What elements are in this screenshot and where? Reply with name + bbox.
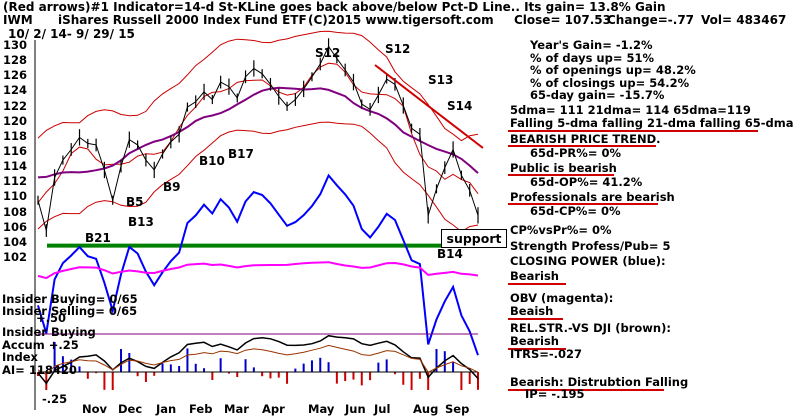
signal-s12b: S12: [385, 42, 411, 56]
signal-b21: B21: [85, 231, 111, 245]
y-tick-label: 118: [3, 129, 28, 143]
closings-up: % of closings up= 54.2%: [530, 76, 690, 90]
relstr-underline: [508, 348, 566, 350]
falling-underline: [508, 130, 758, 132]
years-gain: Year's Gain= -1.2%: [530, 38, 653, 52]
itrs-value: ITRS=-.027: [510, 347, 583, 361]
x-tick-label: Feb: [189, 402, 213, 416]
x-tick-label: May: [308, 402, 335, 416]
accum-label: Accum +.25: [2, 338, 79, 352]
x-tick-label: Jul: [374, 402, 391, 416]
openings-up: % of openings up= 48.2%: [530, 63, 696, 77]
falling-dma: Falling 5-dma falling 21-dma falling 65-…: [510, 116, 794, 130]
obv-underline: [508, 318, 563, 320]
strength: Strength Profess/Pub= 5: [510, 239, 671, 253]
days-up: % of days up= 51%: [530, 51, 655, 65]
signal-s14: S14: [447, 99, 473, 113]
signal-s12a: S12: [315, 46, 341, 60]
ai-value: AI= 118420: [2, 363, 77, 377]
indicator-header: (Red arrows)#1 Indicator=14-d St-KLine g…: [3, 0, 666, 14]
cp65: 65d-CP%= 0%: [530, 204, 621, 218]
signal-b17: B17: [228, 147, 254, 161]
y-tick-label: 114: [3, 159, 28, 173]
ip-value: IP= -.195: [525, 387, 585, 401]
obv-bearish: Beaish: [510, 304, 554, 318]
lower-band-line: [37, 121, 479, 233]
x-tick-label: Dec: [118, 402, 143, 416]
y-tick-label: 122: [3, 99, 28, 113]
y-tick-label: 102: [3, 250, 28, 264]
x-tick-label: Jun: [345, 402, 366, 416]
plus-50-label: +.50: [36, 311, 67, 325]
op65: 65d-OP%= 41.2%: [530, 175, 643, 189]
x-tick-label: Nov: [82, 402, 108, 416]
signal-b14: B14: [437, 247, 463, 261]
relstr-bearish: Bearish: [510, 334, 559, 348]
price-line: [37, 45, 479, 231]
support-label: support: [441, 229, 507, 248]
index-label: Index: [2, 350, 38, 364]
obv-line: [37, 261, 479, 280]
relstr-ma-line: [37, 344, 479, 376]
x-tick-label: Apr: [262, 402, 285, 416]
copyright: (C)2015 www.tigersoft.com: [308, 13, 494, 27]
date-range: 10/ 2/ 14- 9/ 29/ 15: [8, 27, 135, 41]
downtrend-line: [374, 64, 484, 149]
y-tick-label: 130: [3, 38, 28, 52]
public-bearish: Public is bearish: [510, 161, 617, 175]
insider-selling-count: Insider Selling= 0/65: [2, 304, 138, 318]
pros-bearish: Professionals are bearish: [510, 190, 675, 204]
relstr-line: [37, 334, 479, 385]
cpvspr: CP%vsPr%= 0%: [510, 223, 612, 237]
y-tick-label: 104: [3, 235, 28, 249]
signal-b15: B5: [126, 195, 144, 209]
day65-gain: 65-day gain= -15.7%: [530, 88, 665, 102]
public-underline: [508, 174, 614, 176]
x-tick-label: Mar: [224, 402, 249, 416]
obv-label: OBV (magenta):: [510, 291, 614, 305]
bearish-trend: BEARISH PRICE TREND.: [510, 132, 661, 146]
close-value: Close= 107.53: [514, 13, 611, 27]
y-tick-label: 128: [3, 53, 28, 67]
dma-values: 5dma= 111 21dma= 114 65dma=119: [510, 103, 751, 117]
y-tick-label: 112: [3, 174, 28, 188]
signal-b10: B10: [199, 154, 225, 168]
signal-b13: B13: [128, 215, 154, 229]
trend-underline: [508, 145, 656, 147]
closing-power-line: [37, 173, 479, 356]
y-tick-label: 110: [3, 189, 28, 203]
distribution-underline: [508, 389, 664, 391]
y-tick-label: 120: [3, 114, 28, 128]
x-tick-label: Jan: [156, 402, 177, 416]
relstr-label: REL.STR.-VS DJI (brown):: [510, 321, 671, 335]
ma21-line: [37, 62, 479, 204]
volume-value: Vol= 483467: [701, 13, 787, 27]
y-tick-label: 108: [3, 205, 28, 219]
x-tick-label: Aug: [413, 402, 439, 416]
signal-s13: S13: [428, 73, 454, 87]
signal-b9: B9: [163, 180, 181, 194]
change-value: Change=-.77: [607, 13, 695, 27]
upper-band-line: [37, 30, 479, 142]
y-tick-label: 116: [3, 144, 28, 158]
y-tick-label: 124: [3, 83, 28, 97]
closing-power-label: CLOSING POWER (blue):: [510, 254, 666, 268]
ma65-line: [37, 86, 479, 179]
closing-underline: [508, 283, 566, 285]
x-tick-label: Sep: [445, 402, 470, 416]
insider-buying-count: Insider Buying= 0/65: [2, 292, 138, 306]
minus-25-label: -.25: [42, 392, 68, 406]
insider-buying-label: Insider Buying: [2, 325, 96, 339]
y-tick-label: 126: [3, 68, 28, 82]
pr65: 65d-PR%= 0%: [530, 146, 621, 160]
pros-underline: [508, 203, 658, 205]
distribution-label: Bearish: Distrubtion Falling: [510, 375, 689, 389]
fund-name: iShares Russell 2000 Index Fund ETF: [58, 13, 307, 27]
closing-bearish: Bearish: [510, 269, 559, 283]
symbol-label: IWM: [3, 13, 33, 27]
y-tick-label: 106: [3, 220, 28, 234]
